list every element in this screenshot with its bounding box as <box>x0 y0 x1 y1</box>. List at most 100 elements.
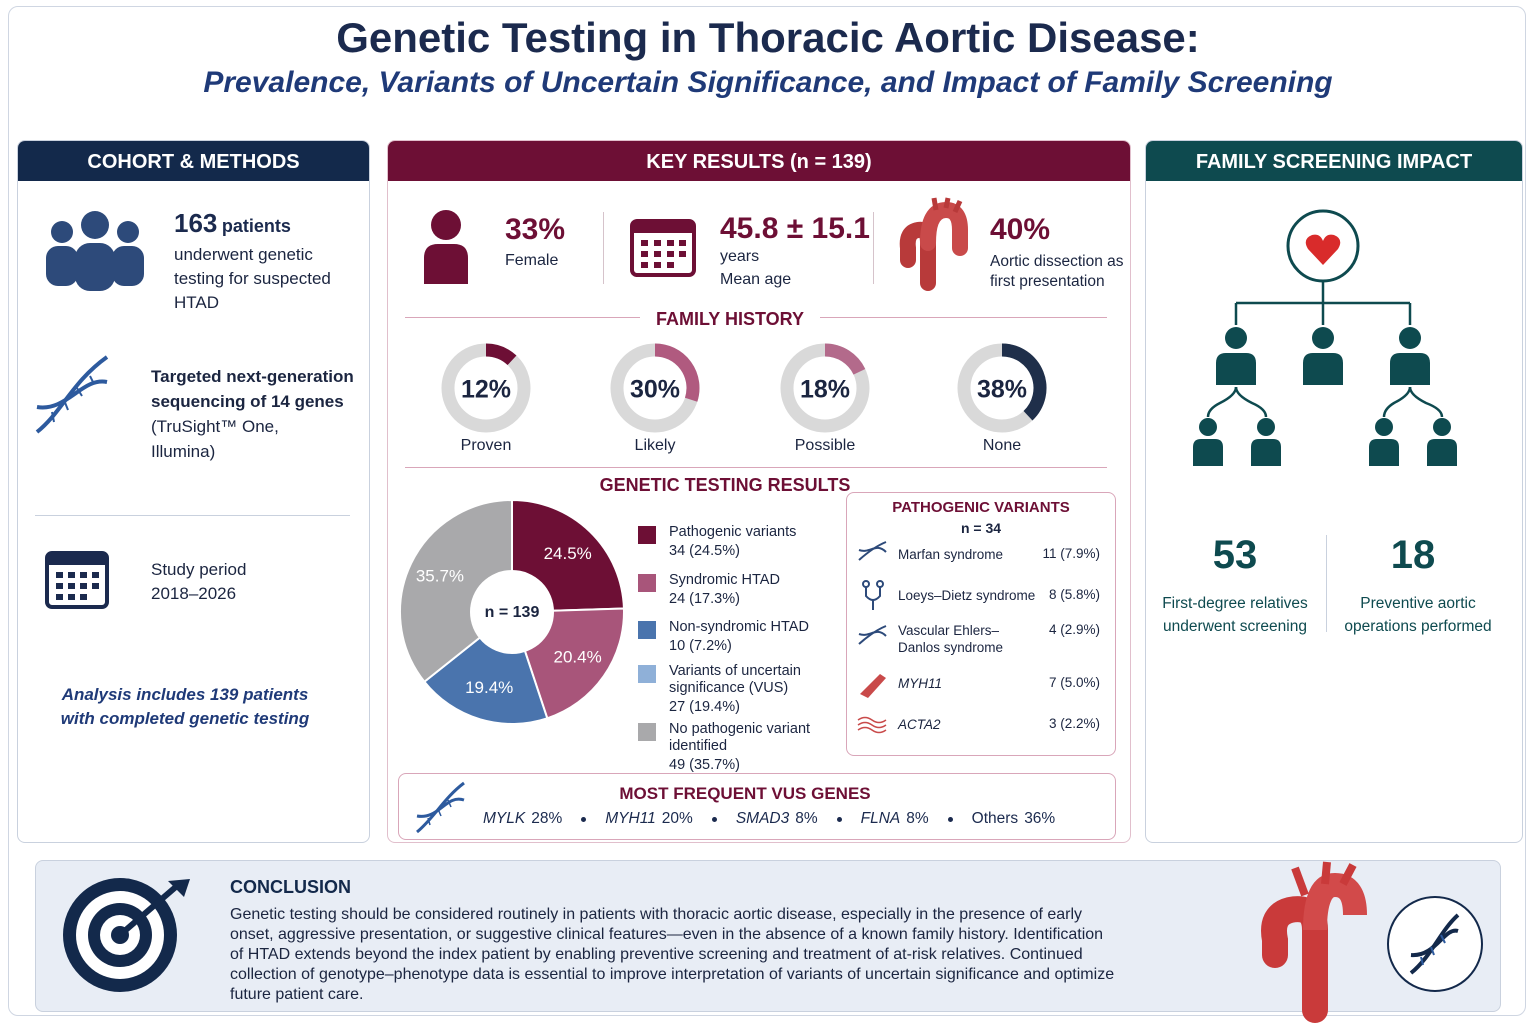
pie-slice <box>399 498 513 684</box>
separator-dot <box>711 816 717 822</box>
legend-swatch <box>638 723 656 741</box>
rule <box>405 317 640 318</box>
patients-text: underwent genetic testing for suspected … <box>174 245 331 312</box>
dna-badge <box>1387 896 1483 992</box>
donut-arc <box>1001 343 1047 421</box>
variant-name: Loeys–Dietz syndrome <box>898 588 1036 603</box>
patients-unit: patients <box>221 216 291 236</box>
vus-gene: SMAD3 <box>735 810 790 827</box>
person-icon <box>424 210 468 284</box>
sequencing-detail: (TruSight™ One, Illumina) <box>151 417 279 461</box>
pie-label: 19.4% <box>465 678 513 697</box>
legend-detail: 27 (19.4%) <box>669 699 740 715</box>
box-title: MOST FREQUENT VUS GENES <box>619 784 871 803</box>
people-icon <box>46 211 144 291</box>
stat-label: Female <box>505 252 559 269</box>
rule <box>820 317 1107 318</box>
aorta-icon <box>899 197 968 291</box>
donut-category: Possible <box>795 437 856 454</box>
vus-share: 20% <box>661 810 693 827</box>
target-icon <box>63 878 190 992</box>
pie-hole <box>470 570 554 654</box>
legend-swatch <box>638 621 656 639</box>
stat-value: 33% <box>505 213 566 246</box>
vus-gene: MYLK <box>483 810 526 827</box>
section-title: GENETIC TESTING RESULTS <box>599 475 851 495</box>
sequencing-title: Targeted next-generation sequencing of 1… <box>151 367 354 411</box>
page-frame <box>8 6 1526 1016</box>
calendar-icon <box>45 551 109 609</box>
donut-category: Likely <box>635 437 676 454</box>
aorta-illustration <box>1261 861 1367 1023</box>
donut-arc <box>485 343 517 366</box>
stat-unit: years <box>720 248 760 265</box>
donut-category: None <box>983 437 1021 454</box>
pie-center-label: n = 139 <box>485 604 540 621</box>
legend-name: Variants of uncertain significance (VUS) <box>669 663 801 696</box>
panel-heading: COHORT & METHODS <box>18 141 369 181</box>
screening-value: 53 <box>1212 533 1258 577</box>
variant-count: 4 (2.9%) <box>1048 622 1100 637</box>
separator <box>1326 535 1327 632</box>
legend-name: Non-syndromic HTAD <box>669 619 809 635</box>
screening-label: Preventive aortic operations performed <box>1344 595 1492 635</box>
section-title: FAMILY HISTORY <box>655 309 805 329</box>
legend-detail: 49 (35.7%) <box>669 757 740 773</box>
box-subtitle: n = 34 <box>960 520 1002 536</box>
title: Genetic Testing in Thoracic Aortic Disea… <box>336 14 1200 61</box>
patients-line: 163 patients <box>174 208 291 239</box>
subtitle: Prevalence, Variants of Uncertain Signif… <box>203 66 1333 99</box>
panel-heading: FAMILY SCREENING IMPACT <box>1146 141 1522 181</box>
sequencing: Targeted next-generation sequencing of 1… <box>151 364 356 464</box>
vus-gene: Others <box>971 810 1019 827</box>
cohort-panel: COHORT & METHODS <box>17 140 370 843</box>
legend-name: No pathogenic variant identified <box>669 721 811 754</box>
variant-icons <box>857 541 887 734</box>
vus-gene: MYH11 <box>605 810 656 827</box>
separator-dot <box>836 816 842 822</box>
variant-count: 8 (5.8%) <box>1048 587 1100 602</box>
conclusion-title: CONCLUSION <box>230 877 351 897</box>
variant-name: ACTA2 <box>898 717 941 732</box>
separator <box>873 212 874 284</box>
legend-swatch <box>638 574 656 592</box>
conclusion-panel <box>35 860 1501 1012</box>
variant-count: 7 (5.0%) <box>1048 675 1100 690</box>
legend-swatch <box>638 526 656 544</box>
stat-value: 45.8 ± 15.1 <box>720 212 870 245</box>
cohort-note: Analysis includes 139 patients with comp… <box>60 685 310 728</box>
vus-list: MYLK 28% MYH11 20% SMAD3 8% FLNA 8% Others 36% <box>483 810 1055 828</box>
rule <box>405 467 1107 468</box>
donut-label: 38% <box>977 376 1027 404</box>
legend-name: Pathogenic variants <box>669 524 797 540</box>
pie-label: 20.4% <box>553 647 601 666</box>
legend-name: Syndromic HTAD <box>669 572 780 588</box>
legend-swatch <box>638 665 656 683</box>
variant-name: MYH11 <box>898 676 943 691</box>
divider <box>35 515 350 516</box>
variant-name: Marfan syndrome <box>898 547 1004 562</box>
variant-count: 3 (2.2%) <box>1048 716 1100 731</box>
donut-arc <box>824 343 866 375</box>
legend-detail: 24 (17.3%) <box>669 591 740 607</box>
legend-detail: 10 (7.2%) <box>669 638 732 654</box>
vus-share: 8% <box>906 810 929 827</box>
family-tree <box>1193 209 1457 466</box>
patients-number: 163 <box>174 208 218 238</box>
stat-label: Mean age <box>720 271 792 288</box>
legend-detail: 34 (24.5%) <box>669 543 740 559</box>
vus-share: 8% <box>795 810 818 827</box>
donut-category: Proven <box>461 437 512 454</box>
key-results-panel: KEY RESULTS (n = 139) <box>387 140 1131 843</box>
pie-label: 35.7% <box>416 567 464 586</box>
variant-count: 11 (7.9%) <box>1042 546 1100 561</box>
donut-arc <box>654 343 700 402</box>
separator-dot <box>947 816 953 822</box>
period: 2018–2026 <box>151 584 237 603</box>
period-label: Study period <box>151 560 247 579</box>
donut-label: 18% <box>800 376 850 404</box>
screening-label: First-degree relatives underwent screeni… <box>1162 595 1308 635</box>
